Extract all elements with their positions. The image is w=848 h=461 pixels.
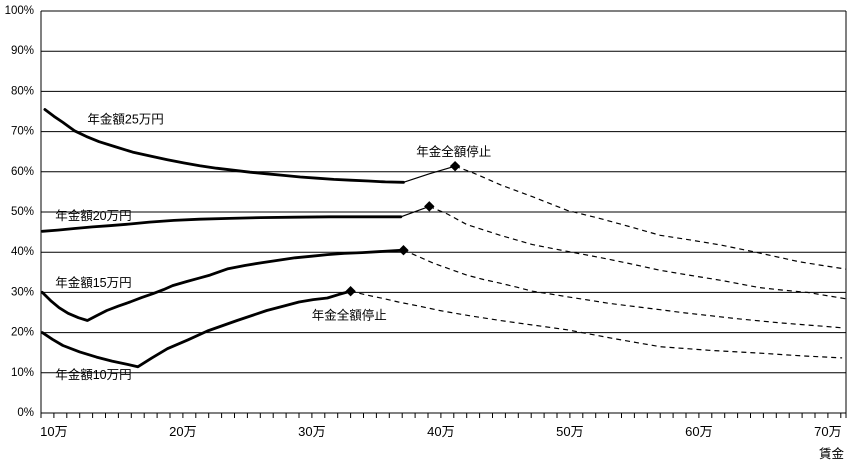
series-label: 年金額20万円 bbox=[55, 208, 131, 223]
suspension-annotation: 年金全額停止 bbox=[416, 144, 491, 159]
series-1-solid-line bbox=[40, 215, 403, 233]
suspension-marker bbox=[345, 285, 356, 297]
x-axis-tick-label: 20万 bbox=[169, 424, 196, 439]
y-axis-tick-label: 60% bbox=[11, 166, 34, 178]
y-axis-tick-label: 40% bbox=[11, 246, 34, 258]
suspension-marker bbox=[449, 160, 461, 172]
y-axis-tick-label: 10% bbox=[11, 367, 34, 379]
x-axis-title: 賃金 bbox=[819, 446, 845, 461]
series-2-dashed-line bbox=[403, 249, 843, 329]
series-3-solid-line bbox=[40, 289, 353, 369]
y-axis-tick-label: 20% bbox=[11, 327, 34, 339]
suspension-annotation: 年金全額停止 bbox=[312, 307, 387, 322]
x-axis-tick-label: 40万 bbox=[427, 424, 454, 439]
series-3-dashed-line bbox=[350, 290, 843, 359]
suspension-marker bbox=[424, 201, 435, 212]
y-axis-tick-label: 100% bbox=[5, 5, 34, 17]
series-2-solid-line bbox=[40, 248, 405, 322]
x-axis-tick-label: 10万 bbox=[40, 424, 67, 439]
y-axis-tick-label: 80% bbox=[11, 85, 34, 97]
series-1-dashed-line bbox=[429, 205, 847, 300]
x-axis-tick-label: 70万 bbox=[814, 424, 841, 439]
series-label: 年金額15万円 bbox=[55, 275, 131, 290]
suspension-marker bbox=[398, 244, 409, 256]
x-axis-tick-label: 60万 bbox=[685, 424, 712, 439]
series-label: 年金額10万円 bbox=[55, 367, 131, 382]
series-1-rise-line bbox=[400, 205, 430, 218]
y-axis-tick-label: 90% bbox=[11, 45, 34, 57]
series-label: 年金額25万円 bbox=[87, 112, 163, 127]
y-axis-tick-label: 50% bbox=[11, 206, 34, 218]
y-axis-tick-label: 30% bbox=[11, 286, 34, 298]
series-0-solid-line bbox=[43, 108, 405, 184]
series-0-rise-line bbox=[403, 165, 456, 183]
y-axis-tick-label: 0% bbox=[17, 407, 34, 419]
x-axis-tick-label: 30万 bbox=[298, 424, 325, 439]
y-axis-tick-label: 70% bbox=[11, 126, 34, 138]
series-0-dashed-line bbox=[454, 165, 847, 270]
x-axis-tick-label: 50万 bbox=[556, 424, 583, 439]
